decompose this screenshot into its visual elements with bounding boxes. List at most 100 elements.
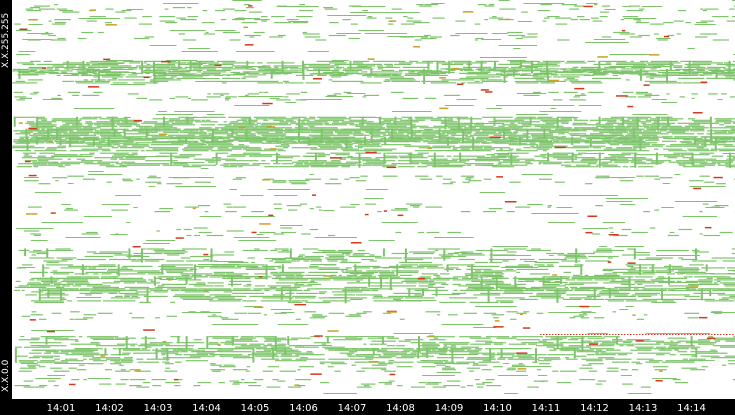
heatmap-segment [492, 246, 529, 247]
heatmap-segment [502, 363, 510, 364]
heatmap-segment [115, 233, 119, 235]
heatmap-segment [30, 337, 41, 339]
heatmap-segment [83, 379, 87, 381]
heatmap-segment [471, 271, 476, 273]
heatmap-segment [733, 336, 735, 338]
heatmap-segment [28, 127, 53, 129]
heatmap-segment [79, 154, 94, 156]
heatmap-segment [470, 276, 489, 278]
heatmap-segment [309, 73, 343, 75]
heatmap-hotspot [42, 67, 46, 69]
heatmap-segment [263, 314, 267, 316]
heatmap-segment [127, 93, 139, 95]
heatmap-segment [603, 336, 620, 338]
heatmap-segment [142, 16, 152, 18]
heatmap-segment [373, 295, 383, 297]
heatmap-segment [176, 17, 186, 19]
heatmap-segment [25, 8, 34, 10]
heatmap-segment [475, 68, 486, 70]
heatmap-segment [696, 22, 708, 24]
heatmap-segment [687, 148, 709, 150]
heatmap-segment [601, 161, 613, 163]
heatmap-segment [245, 128, 248, 142]
heatmap-segment [165, 382, 180, 384]
heatmap-segment [517, 122, 530, 124]
heatmap-segment [366, 17, 377, 19]
heatmap-segment [171, 155, 196, 157]
heatmap-segment [409, 295, 423, 297]
heatmap-segment [395, 231, 402, 234]
heatmap-segment [237, 17, 244, 19]
heatmap-segment [535, 345, 564, 347]
heatmap-segment [475, 271, 503, 273]
heatmap-segment [379, 116, 382, 125]
heatmap-segment [714, 131, 727, 133]
heatmap-segment [24, 180, 39, 182]
heatmap-segment [369, 254, 375, 256]
heatmap-segment [399, 128, 412, 130]
heatmap-hotspot [609, 334, 611, 335]
heatmap-segment [296, 292, 318, 294]
heatmap-segment [690, 130, 705, 132]
heatmap-segment [423, 74, 448, 76]
heatmap-segment [620, 19, 624, 21]
heatmap-segment [320, 147, 353, 149]
heatmap-hotspot [666, 334, 668, 335]
heatmap-segment [102, 16, 106, 18]
heatmap-segment [231, 80, 246, 82]
heatmap-segment [436, 60, 439, 73]
heatmap-hotspot [603, 334, 605, 335]
heatmap-segment [682, 157, 692, 159]
heatmap-segment [454, 138, 462, 140]
heatmap-hotspot [100, 355, 106, 357]
heatmap-segment [604, 298, 637, 300]
heatmap-segment [607, 367, 619, 369]
heatmap-segment [587, 337, 605, 339]
heatmap-segment [566, 294, 597, 296]
heatmap-segment [648, 63, 674, 65]
heatmap-segment [600, 60, 627, 62]
heatmap-segment [410, 70, 442, 72]
heatmap-segment [249, 36, 255, 38]
heatmap-segment [523, 311, 530, 313]
heatmap-segment [465, 136, 474, 138]
heatmap-segment [133, 352, 158, 354]
heatmap-segment [625, 306, 634, 307]
heatmap-segment [555, 137, 582, 139]
heatmap-segment [467, 71, 491, 73]
heatmap-segment [212, 264, 244, 266]
heatmap-segment [305, 301, 331, 303]
heatmap-segment [117, 79, 145, 81]
heatmap-segment [419, 345, 440, 347]
heatmap-segment [242, 71, 275, 73]
heatmap-segment [622, 166, 628, 168]
heatmap-segment [299, 4, 305, 6]
heatmap-segment [314, 152, 317, 162]
heatmap-segment [45, 148, 57, 150]
heatmap-segment [598, 357, 615, 359]
heatmap-segment [326, 254, 345, 256]
heatmap-segment [384, 136, 387, 145]
heatmap-segment [684, 125, 705, 127]
heatmap-segment [84, 163, 111, 165]
heatmap-segment [658, 282, 699, 283]
heatmap-segment [412, 351, 421, 353]
heatmap-segment [208, 63, 234, 65]
heatmap-segment [233, 357, 255, 359]
heatmap-segment [427, 382, 442, 384]
heatmap-segment [516, 114, 549, 115]
heatmap-segment [268, 118, 298, 120]
heatmap-segment [277, 380, 286, 382]
heatmap-segment [724, 62, 731, 64]
heatmap-segment [472, 364, 488, 366]
heatmap-segment [542, 163, 562, 165]
heatmap-segment [493, 116, 496, 126]
heatmap-segment [106, 60, 134, 61]
heatmap-segment [134, 138, 165, 140]
heatmap-segment [427, 141, 461, 143]
heatmap-segment [577, 16, 585, 18]
heatmap-segment [318, 268, 349, 270]
heatmap-segment [63, 279, 89, 281]
heatmap-segment [302, 66, 335, 68]
heatmap-segment [209, 254, 234, 256]
